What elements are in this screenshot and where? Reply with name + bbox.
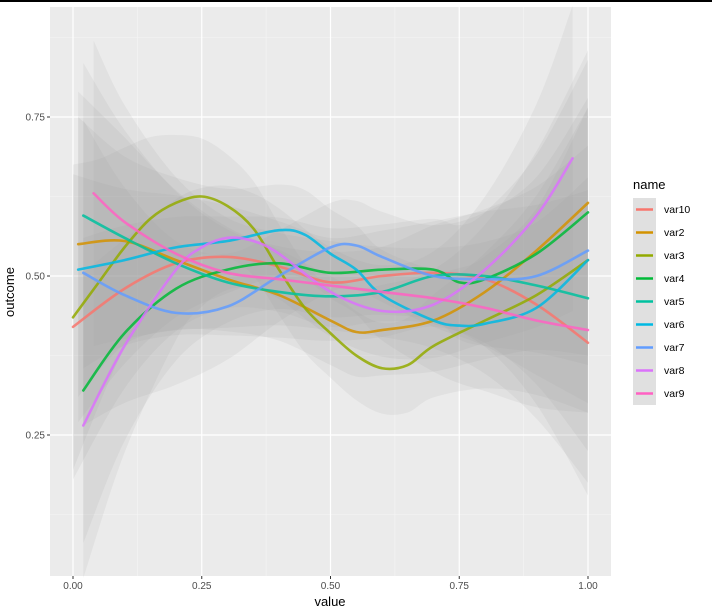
series-line-var7: [82, 242, 590, 315]
legend-label-var2: var2: [664, 227, 685, 239]
legend-label-var3: var3: [664, 250, 685, 262]
legend-label-var4: var4: [664, 273, 685, 285]
y-axis-title: outcome: [2, 267, 17, 317]
x-tick-label: 0.00: [63, 581, 83, 592]
series-line-var6: [76, 228, 590, 328]
y-tick-label: 0.50: [26, 272, 46, 283]
legend-label-var9: var9: [664, 388, 685, 400]
confidence-band-var3: [73, 107, 588, 470]
confidence-band-var6: [78, 107, 589, 423]
x-tick-label: 0.25: [192, 581, 212, 592]
x-tick-label: 1.00: [578, 581, 598, 592]
confidence-band-var4: [83, 59, 589, 544]
series-line-var5: [82, 214, 590, 300]
x-tick-label: 0.75: [450, 581, 470, 592]
y-tick-label: 0.75: [26, 113, 46, 124]
confidence-band-var10: [73, 174, 588, 496]
y-axis: 0.25 0.50 0.75: [26, 113, 50, 442]
confidence-band-var9: [93, 40, 588, 483]
series-line-var10: [71, 255, 590, 345]
x-axis-title: value: [314, 594, 345, 609]
legend-label-var6: var6: [664, 319, 685, 331]
window-top-border: [0, 0, 712, 2]
confidence-band-var2: [78, 50, 589, 397]
legend-label-var5: var5: [664, 296, 685, 308]
legend-label-var10: var10: [664, 204, 690, 216]
legend-label-var8: var8: [664, 365, 685, 377]
series-line-var9: [92, 192, 590, 332]
x-tick-label: 0.50: [321, 581, 341, 592]
grid-minor: [50, 7, 611, 576]
confidence-band-var7: [83, 97, 589, 426]
grid-major: [50, 7, 611, 576]
x-axis: 0.00 0.25 0.50 0.75 1.00: [63, 576, 598, 592]
legend: name var10 var2 var3 var4 var5 var6 var7 var8 va…: [633, 177, 690, 405]
series-line-var8: [82, 157, 574, 427]
y-tick-label: 0.25: [26, 431, 46, 442]
legend-label-var7: var7: [664, 342, 685, 354]
series-line-var3: [71, 195, 590, 371]
legend-title: name: [633, 177, 666, 192]
series-line-var2: [76, 201, 590, 334]
series-lines: [71, 157, 590, 427]
